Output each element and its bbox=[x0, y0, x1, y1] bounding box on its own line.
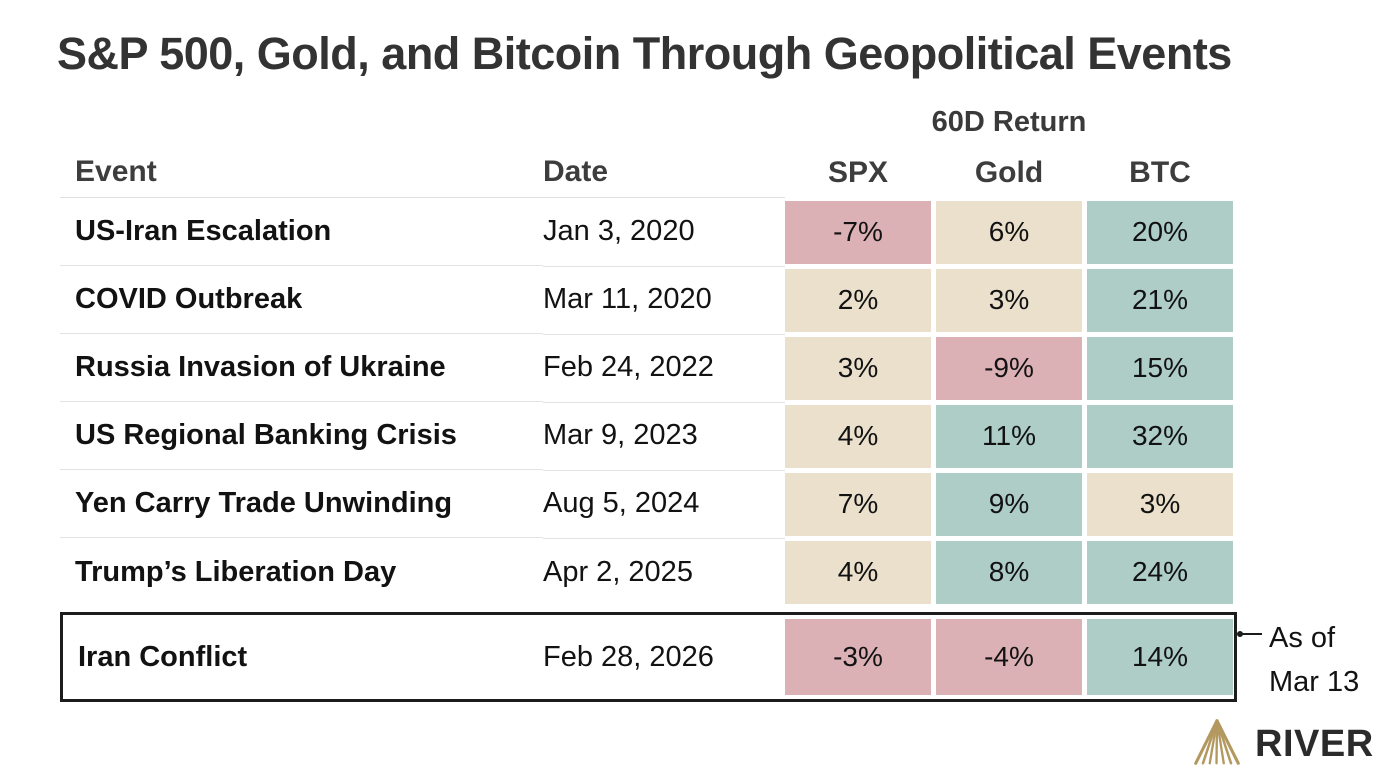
btc-return-cell: 3% bbox=[1087, 472, 1233, 536]
table-row: COVID Outbreak Mar 11, 2020 2% 3% 21% bbox=[60, 266, 1237, 335]
event-name: US-Iran Escalation bbox=[60, 198, 543, 266]
spx-return-cell: 4% bbox=[785, 404, 931, 468]
col-header-gold: Gold bbox=[974, 156, 1044, 189]
btc-return-cell: 24% bbox=[1087, 540, 1233, 604]
event-date: Feb 24, 2022 bbox=[543, 334, 785, 403]
gold-return-cell: 6% bbox=[936, 200, 1082, 264]
table-header-row: Event Date SPX Gold BTC bbox=[60, 150, 1237, 198]
col-header-event: Event bbox=[60, 155, 543, 198]
highlighted-row-box: Iran Conflict Feb 28, 2026 -3% -4% 14% bbox=[60, 612, 1237, 702]
spx-return-cell: -7% bbox=[785, 200, 931, 264]
gold-return-cell: 8% bbox=[936, 540, 1082, 604]
event-name: Trump’s Liberation Day bbox=[75, 555, 397, 588]
river-mountain-icon bbox=[1188, 716, 1246, 773]
btc-return-cell: 32% bbox=[1087, 404, 1233, 468]
btc-return-cell: 21% bbox=[1087, 268, 1233, 332]
table-row: Iran Conflict Feb 28, 2026 -3% -4% 14% bbox=[63, 615, 1234, 699]
btc-return-cell: 15% bbox=[1087, 336, 1233, 400]
event-name: COVID Outbreak bbox=[60, 266, 543, 334]
annotation-connector-line bbox=[1240, 633, 1262, 635]
btc-return-cell: 14% bbox=[1087, 619, 1233, 695]
spx-return-cell: 4% bbox=[785, 540, 931, 604]
table-row: Russia Invasion of Ukraine Feb 24, 2022 … bbox=[60, 334, 1237, 403]
event-name: Russia Invasion of Ukraine bbox=[60, 334, 543, 402]
event-date: Mar 9, 2023 bbox=[543, 402, 785, 471]
gold-return-cell: 3% bbox=[936, 268, 1082, 332]
event-date: Feb 28, 2026 bbox=[543, 640, 714, 673]
annotation-text: As of Mar 13 bbox=[1269, 616, 1359, 704]
table-row: US Regional Banking Crisis Mar 9, 2023 4… bbox=[60, 402, 1237, 471]
col-header-spx: SPX bbox=[827, 156, 889, 189]
event-date: Jan 3, 2020 bbox=[543, 198, 785, 267]
col-header-btc: BTC bbox=[1129, 156, 1191, 189]
river-logo: RIVER bbox=[1188, 716, 1374, 773]
river-logo-text: RIVER bbox=[1255, 723, 1374, 765]
table-row: US-Iran Escalation Jan 3, 2020 -7% 6% 20… bbox=[60, 198, 1237, 267]
gold-return-cell: -9% bbox=[936, 336, 1082, 400]
event-name: US Regional Banking Crisis bbox=[60, 402, 543, 470]
annotation-line-2: Mar 13 bbox=[1269, 666, 1360, 698]
spx-return-cell: -3% bbox=[785, 619, 931, 695]
gold-return-cell: 9% bbox=[936, 472, 1082, 536]
gold-return-cell: -4% bbox=[936, 619, 1082, 695]
event-date: Apr 2, 2025 bbox=[543, 555, 693, 588]
event-date: Mar 11, 2020 bbox=[543, 266, 785, 335]
event-name: Iran Conflict bbox=[78, 640, 248, 673]
btc-return-cell: 20% bbox=[1087, 200, 1233, 264]
page-title: S&P 500, Gold, and Bitcoin Through Geopo… bbox=[57, 28, 1232, 79]
event-name: Yen Carry Trade Unwinding bbox=[60, 470, 543, 538]
gold-return-cell: 11% bbox=[936, 404, 1082, 468]
spx-return-cell: 2% bbox=[785, 268, 931, 332]
annotation-line-1: As of bbox=[1269, 622, 1336, 654]
returns-table: Event Date SPX Gold BTC US-Iran Escalati… bbox=[60, 150, 1237, 702]
spx-return-cell: 3% bbox=[785, 336, 931, 400]
table-row: Trump’s Liberation Day Apr 2, 2025 4% 8%… bbox=[60, 538, 1237, 606]
table-row: Yen Carry Trade Unwinding Aug 5, 2024 7%… bbox=[60, 470, 1237, 539]
event-date: Aug 5, 2024 bbox=[543, 470, 785, 539]
spx-return-cell: 7% bbox=[785, 472, 931, 536]
group-header-60d-return: 60D Return bbox=[931, 106, 1087, 138]
col-header-date: Date bbox=[543, 155, 785, 198]
